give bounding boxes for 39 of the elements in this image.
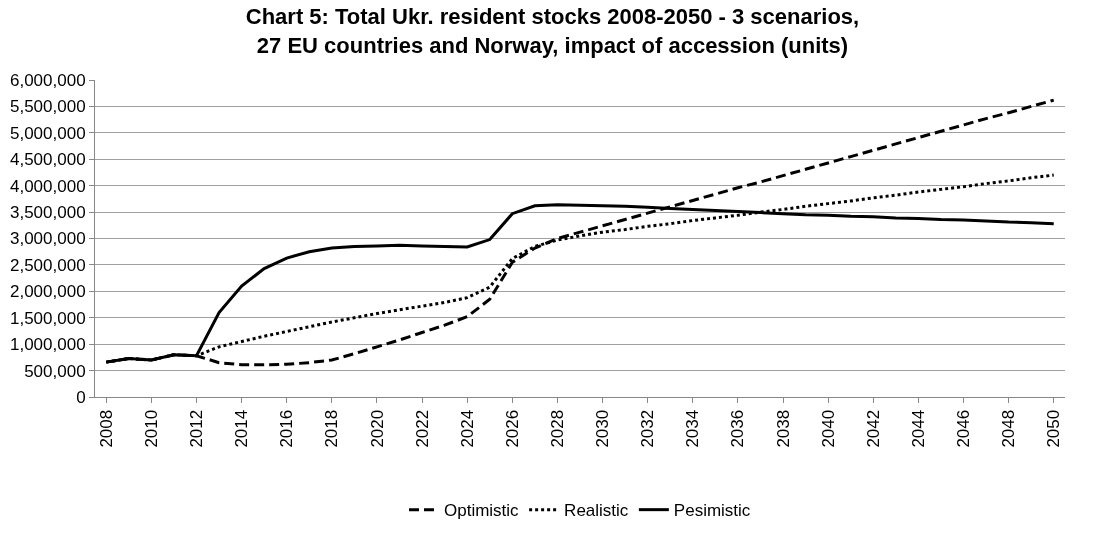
y-tick-label: 2,500,000 [9, 255, 86, 275]
y-tick-label: 3,500,000 [9, 203, 86, 223]
x-tick-label: 2044 [908, 409, 928, 448]
x-tick-label: 2040 [818, 409, 838, 448]
y-tick-label: 6,000,000 [9, 70, 86, 90]
legend-label: Realistic [564, 501, 629, 521]
x-tick-label: 2036 [728, 409, 748, 448]
x-tick-label: 2010 [141, 409, 161, 448]
legend-label: Pesimistic [673, 501, 751, 521]
y-tick-label: 1,500,000 [9, 308, 86, 328]
chart-title: Chart 5: Total Ukr. resident stocks 2008-2050 - 3 scenarios, 27 EU countries and Norway, impact of accession (units) [245, 4, 860, 58]
x-tick-label: 2038 [773, 409, 793, 448]
x-tick-label: 2008 [96, 409, 116, 448]
x-tick-label: 2022 [412, 409, 432, 448]
y-tick-label: 500,000 [24, 361, 86, 381]
x-tick-label: 2016 [277, 409, 297, 448]
x-tick-label: 2024 [457, 409, 477, 448]
x-tick-label: 2030 [593, 409, 613, 448]
y-tick-label: 1,000,000 [9, 335, 86, 355]
x-tick-label: 2028 [547, 409, 567, 448]
x-tick-label: 2032 [638, 409, 658, 448]
y-tick-label: 3,000,000 [9, 229, 86, 249]
x-tick-label: 2020 [367, 409, 387, 448]
x-tick-label: 2048 [999, 409, 1019, 448]
x-tick-label: 2046 [954, 409, 974, 448]
y-tick-label: 0 [76, 387, 86, 407]
legend-label: Optimistic [444, 501, 520, 521]
y-tick-label: 4,000,000 [9, 176, 86, 196]
x-tick-label: 2034 [683, 409, 703, 448]
y-tick-label: 5,000,000 [9, 123, 86, 143]
x-tick-label: 2018 [322, 409, 342, 448]
y-tick-label: 5,500,000 [9, 97, 86, 117]
x-tick-label: 2026 [502, 409, 522, 448]
x-tick-label: 2012 [187, 409, 207, 448]
x-tick-label: 2014 [232, 409, 252, 448]
x-tick-label: 2042 [863, 409, 883, 448]
x-tick-label: 2050 [1044, 409, 1064, 448]
y-tick-label: 2,000,000 [9, 282, 86, 302]
y-tick-label: 4,500,000 [9, 150, 86, 170]
